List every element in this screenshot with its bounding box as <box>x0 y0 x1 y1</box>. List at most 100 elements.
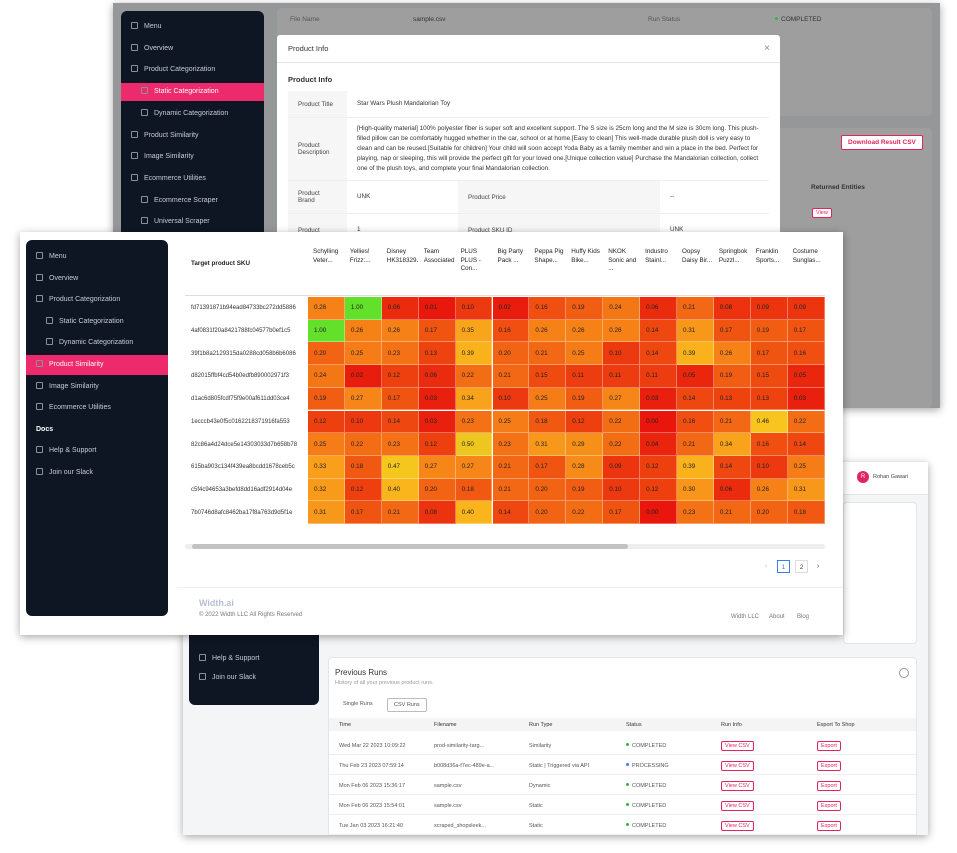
sidebar-item[interactable]: Help & Support <box>199 654 259 662</box>
download-button[interactable]: Download Result CSV <box>841 135 923 150</box>
table-header-bg <box>329 718 916 731</box>
sidebar-item[interactable]: Menu <box>26 247 168 267</box>
sidebar-item[interactable]: Product Categorization <box>26 290 168 310</box>
view-csv-button[interactable]: View CSV <box>721 761 754 771</box>
label: File Name <box>290 16 320 23</box>
field-label: Product Title <box>288 91 347 118</box>
sidebar-item[interactable]: Ecommerce Scraper <box>121 192 264 210</box>
sidebar-item[interactable]: Universal Scraper <box>121 213 264 231</box>
info-icon[interactable] <box>899 668 909 678</box>
heatmap-cell: 0.28 <box>566 455 604 479</box>
field-value: UNK <box>347 181 458 214</box>
heatmap-cell: 0.21 <box>492 365 530 388</box>
sidebar-item[interactable]: Dynamic Categorization <box>26 333 168 353</box>
heatmap-cell: 0.16 <box>529 297 567 320</box>
heatmap-cell: 0.02 <box>344 365 382 388</box>
sidebar-item[interactable]: Product Similarity <box>121 127 264 145</box>
tab[interactable]: CSV Runs <box>387 698 427 712</box>
heatmap-cell: 0.30 <box>677 478 714 502</box>
heatmap-cell: 0.47 <box>381 455 419 479</box>
status: COMPLETED <box>626 743 666 749</box>
heatmap-cell: 0.10 <box>603 342 641 366</box>
tab[interactable]: Single Runs <box>343 701 373 707</box>
column-header: Status <box>626 722 642 728</box>
column-header: Target product SKU <box>191 260 251 267</box>
heatmap-cell: 0.03 <box>787 387 825 411</box>
footer-link[interactable]: About <box>769 614 785 620</box>
sidebar-item[interactable]: Product Categorization <box>121 61 264 79</box>
sidebar-item[interactable]: Ecommerce Utilities <box>26 398 168 418</box>
heatmap-cell: 0.31 <box>308 501 345 524</box>
column-header: Franklin Sports... <box>755 248 780 264</box>
status: COMPLETED <box>775 16 821 23</box>
heatmap-cell: 0.22 <box>455 365 493 388</box>
heatmap-cell: 0.23 <box>381 342 419 366</box>
heatmap-cell: 0.29 <box>566 433 604 456</box>
heatmap-cell: 0.10 <box>344 410 382 434</box>
user-name[interactable]: Rohan Gawari <box>873 474 909 480</box>
view-csv-button[interactable]: View CSV <box>721 801 754 811</box>
footer-link[interactable]: Width LLC <box>731 614 760 620</box>
heatmap-cell: 0.13 <box>418 342 456 366</box>
heatmap-cell: 0.32 <box>308 478 345 502</box>
export-button[interactable]: Export <box>817 741 841 751</box>
label: Run Status <box>648 16 681 23</box>
view-button[interactable]: View <box>812 208 832 218</box>
sidebar-item[interactable]: Image Similarity <box>121 148 264 166</box>
cell: scraped_shopsleek... <box>434 823 486 829</box>
column-header: Yellies! Frizz:... <box>349 248 371 264</box>
heatmap-cell: 0.22 <box>603 433 641 456</box>
scrollbar-track <box>185 544 825 549</box>
sidebar-item[interactable]: Overview <box>121 40 264 58</box>
cell: prod-similarity-targ... <box>434 743 485 749</box>
heatmap-cell: 0.33 <box>308 455 345 479</box>
heatmap-cell: 0.18 <box>455 478 493 502</box>
column-header: Oopsy Daisy Bir... <box>682 248 713 264</box>
sidebar-item[interactable]: Overview <box>26 269 168 289</box>
heatmap-cell: 0.18 <box>529 410 567 434</box>
heatmap-cell: 0.06 <box>640 297 677 320</box>
view-csv-button[interactable]: View CSV <box>721 781 754 791</box>
heatmap-cell: 0.17 <box>529 455 567 479</box>
view-csv-button[interactable]: View CSV <box>721 741 754 751</box>
card-title: Previous Runs <box>335 668 388 677</box>
export-button[interactable]: Export <box>817 801 841 811</box>
sidebar-item[interactable]: Menu <box>121 18 264 36</box>
scrollbar-thumb[interactable] <box>192 544 628 549</box>
sidebar-item[interactable]: Ecommerce Utilities <box>121 170 264 188</box>
sidebar-item[interactable]: Help & Support <box>26 441 168 461</box>
page-button[interactable]: 1 <box>777 560 790 573</box>
row-divider <box>329 774 916 775</box>
card-subtitle: History of all your previous product run… <box>335 680 434 686</box>
sidebar-item[interactable]: Product Similarity <box>26 355 168 375</box>
heatmap-cell: 1.00 <box>308 319 345 343</box>
page-button[interactable]: 2 <box>795 560 808 573</box>
avatar[interactable]: R <box>857 471 869 483</box>
row-divider <box>329 814 916 815</box>
status: COMPLETED <box>626 803 666 809</box>
cell: Static <box>529 803 543 809</box>
heatmap-cell: 0.21 <box>529 342 567 366</box>
close-icon[interactable]: × <box>764 43 770 54</box>
heatmap-cell: 0.13 <box>713 387 751 411</box>
footer-link[interactable]: Blog <box>797 614 810 620</box>
cell: Similarity <box>529 743 552 749</box>
cell: Mon Feb 06 2023 15:54:01 <box>339 803 406 809</box>
sidebar-item[interactable]: Dynamic Categorization <box>121 105 264 123</box>
sidebar-item[interactable]: Static Categorization <box>121 83 264 102</box>
cell: b008d36a-f7ec-489e-a... <box>434 763 495 769</box>
sidebar-item[interactable]: Static Categorization <box>26 312 168 332</box>
row-divider <box>329 794 916 795</box>
export-button[interactable]: Export <box>817 821 841 831</box>
sidebar-item[interactable]: Join our Slack <box>199 673 256 681</box>
sidebar-item[interactable]: Join our Slack <box>26 463 168 483</box>
cell: sample.csv <box>434 783 462 789</box>
export-button[interactable]: Export <box>817 761 841 771</box>
sku: 82c86a4d24dce5e14303033d7b658b78 <box>191 441 298 448</box>
sidebar-item[interactable]: Image Similarity <box>26 377 168 397</box>
heatmap-cell: 0.10 <box>492 387 530 411</box>
view-csv-button[interactable]: View CSV <box>721 821 754 831</box>
export-button[interactable]: Export <box>817 781 841 791</box>
heatmap-cell: 0.21 <box>492 478 530 502</box>
heatmap-cell: 0.09 <box>750 297 788 320</box>
